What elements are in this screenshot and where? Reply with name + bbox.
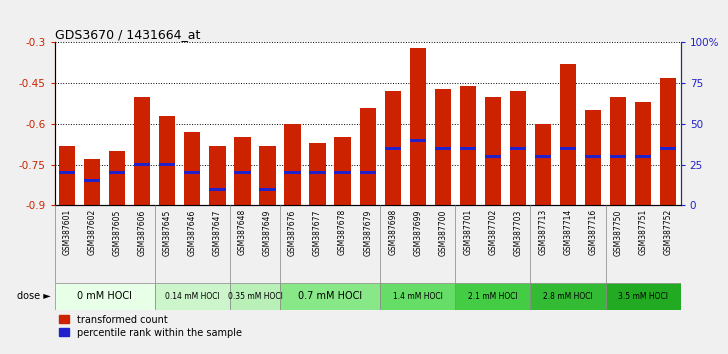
Bar: [159, 116, 175, 205]
Bar: [360, 108, 376, 205]
Text: 0.14 mM HOCl: 0.14 mM HOCl: [165, 292, 220, 301]
Bar: [280, 283, 380, 310]
Bar: [535, 124, 551, 205]
Text: GSM387679: GSM387679: [363, 209, 372, 256]
Bar: [606, 283, 681, 310]
Bar: [384, 91, 401, 205]
Bar: [285, 124, 301, 205]
Text: 0.35 mM HOCl: 0.35 mM HOCl: [228, 292, 282, 301]
Text: GSM387676: GSM387676: [288, 209, 297, 256]
Bar: [485, 97, 501, 205]
Bar: [660, 147, 676, 150]
Bar: [234, 171, 250, 174]
Bar: [635, 102, 652, 205]
Bar: [459, 147, 476, 150]
Bar: [560, 147, 576, 150]
Bar: [459, 86, 476, 205]
Bar: [209, 188, 226, 190]
Text: GSM387702: GSM387702: [488, 209, 497, 256]
Text: GSM387701: GSM387701: [463, 209, 472, 256]
Text: 1.4 mM HOCl: 1.4 mM HOCl: [393, 292, 443, 301]
Bar: [535, 155, 551, 158]
Bar: [159, 163, 175, 166]
Bar: [360, 171, 376, 174]
Text: GSM387713: GSM387713: [539, 209, 547, 256]
Bar: [259, 145, 276, 205]
Bar: [109, 151, 125, 205]
Text: GSM387649: GSM387649: [263, 209, 272, 256]
Bar: [585, 155, 601, 158]
Bar: [531, 283, 606, 310]
Text: GSM387647: GSM387647: [213, 209, 222, 256]
Bar: [435, 88, 451, 205]
Bar: [384, 147, 401, 150]
Bar: [455, 283, 531, 310]
Text: GSM387751: GSM387751: [638, 209, 648, 256]
Text: GDS3670 / 1431664_at: GDS3670 / 1431664_at: [55, 28, 200, 41]
Bar: [380, 283, 455, 310]
Text: 0 mM HOCl: 0 mM HOCl: [77, 291, 132, 302]
Bar: [109, 171, 125, 174]
Text: GSM387703: GSM387703: [513, 209, 523, 256]
Text: 0.7 mM HOCl: 0.7 mM HOCl: [298, 291, 362, 302]
Bar: [285, 171, 301, 174]
Text: GSM387677: GSM387677: [313, 209, 322, 256]
Text: GSM387645: GSM387645: [163, 209, 172, 256]
Bar: [560, 64, 576, 205]
Bar: [184, 132, 200, 205]
Text: GSM387714: GSM387714: [563, 209, 572, 256]
Text: 2.8 mM HOCl: 2.8 mM HOCl: [543, 292, 593, 301]
Bar: [309, 143, 325, 205]
Bar: [59, 171, 75, 174]
Bar: [234, 137, 250, 205]
Text: GSM387605: GSM387605: [113, 209, 122, 256]
Text: GSM387700: GSM387700: [438, 209, 447, 256]
Bar: [134, 97, 151, 205]
Bar: [485, 155, 501, 158]
Bar: [230, 283, 280, 310]
Bar: [59, 145, 75, 205]
Bar: [510, 91, 526, 205]
Text: GSM387602: GSM387602: [87, 209, 97, 256]
Bar: [155, 283, 230, 310]
Bar: [585, 110, 601, 205]
Bar: [309, 171, 325, 174]
Bar: [410, 48, 426, 205]
Text: GSM387646: GSM387646: [188, 209, 197, 256]
Bar: [55, 283, 155, 310]
Bar: [635, 155, 652, 158]
Bar: [209, 145, 226, 205]
Text: GSM387678: GSM387678: [338, 209, 347, 256]
Text: GSM387752: GSM387752: [664, 209, 673, 256]
Bar: [510, 147, 526, 150]
Bar: [334, 137, 351, 205]
Text: GSM387699: GSM387699: [414, 209, 422, 256]
Text: dose ►: dose ►: [17, 291, 51, 302]
Bar: [259, 188, 276, 190]
Bar: [410, 139, 426, 142]
Text: 2.1 mM HOCl: 2.1 mM HOCl: [468, 292, 518, 301]
Bar: [435, 147, 451, 150]
Text: 3.5 mM HOCl: 3.5 mM HOCl: [618, 292, 668, 301]
Bar: [610, 155, 626, 158]
Bar: [134, 163, 151, 166]
Bar: [84, 179, 100, 182]
Text: GSM387601: GSM387601: [63, 209, 71, 256]
Bar: [610, 97, 626, 205]
Bar: [334, 171, 351, 174]
Bar: [84, 159, 100, 205]
Text: GSM387716: GSM387716: [588, 209, 598, 256]
Bar: [184, 171, 200, 174]
Legend: transformed count, percentile rank within the sample: transformed count, percentile rank withi…: [60, 315, 242, 337]
Text: GSM387698: GSM387698: [388, 209, 397, 256]
Text: GSM387750: GSM387750: [614, 209, 622, 256]
Text: GSM387606: GSM387606: [138, 209, 147, 256]
Bar: [660, 78, 676, 205]
Text: GSM387648: GSM387648: [238, 209, 247, 256]
